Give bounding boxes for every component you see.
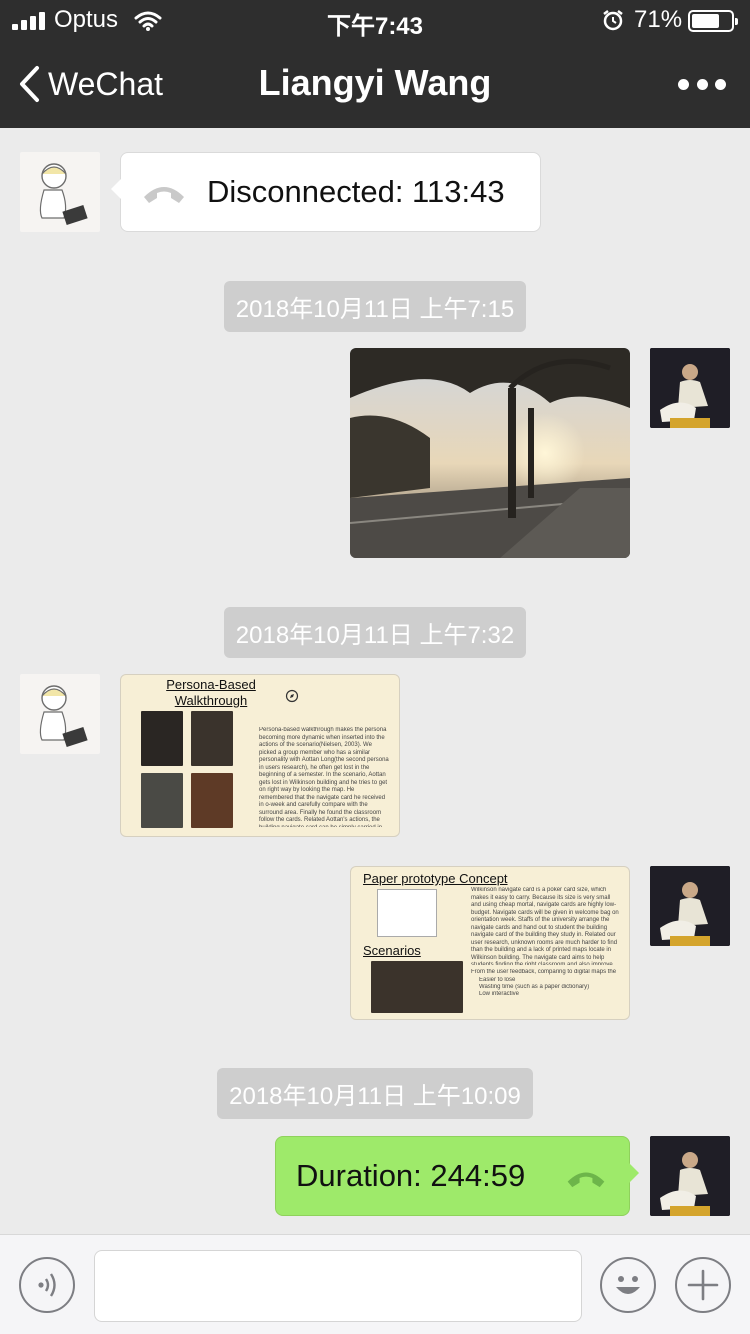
user-avatar[interactable] bbox=[650, 866, 730, 946]
input-bar bbox=[0, 1234, 750, 1334]
voice-button[interactable] bbox=[19, 1257, 75, 1313]
battery-icon bbox=[688, 10, 738, 32]
alarm-icon bbox=[603, 10, 623, 31]
wifi-icon bbox=[134, 11, 162, 31]
user-avatar[interactable] bbox=[650, 1136, 730, 1216]
compass-icon bbox=[285, 689, 299, 703]
contact-avatar[interactable] bbox=[20, 152, 100, 232]
more-dots-icon bbox=[678, 78, 689, 90]
status-bar: Optus 下午7:43 71% bbox=[0, 0, 750, 40]
slide-title: Persona-Based Walkthrough bbox=[166, 677, 256, 708]
navigation-bar: WeChat Liangyi Wang bbox=[0, 40, 750, 128]
timestamp: 2018年10月11日 上午7:15 bbox=[0, 281, 750, 332]
back-button[interactable]: WeChat bbox=[18, 62, 163, 106]
carrier-name: Optus bbox=[54, 6, 119, 33]
user-avatar[interactable] bbox=[650, 348, 730, 428]
sent-slide-image[interactable]: Paper prototype Concept Scenarios Wilkin… bbox=[350, 866, 630, 1020]
emoji-icon bbox=[616, 1276, 640, 1294]
message-input[interactable] bbox=[94, 1250, 582, 1322]
back-label: WeChat bbox=[48, 65, 164, 102]
slide-title: Paper prototype Concept bbox=[363, 871, 508, 886]
phone-handset-icon bbox=[144, 187, 184, 203]
slide-list-item: Easier to lose bbox=[479, 977, 516, 983]
phone-handset-icon bbox=[567, 1172, 605, 1188]
call-duration-bubble[interactable]: Duration: 244:59 bbox=[275, 1136, 639, 1216]
chat-title: Liangyi Wang bbox=[258, 62, 492, 103]
emoji-button[interactable] bbox=[600, 1257, 656, 1313]
cellular-signal-icon bbox=[12, 12, 48, 30]
slide-list-intro: From the user feedback, comparing to dig… bbox=[471, 969, 617, 977]
slide-body: Persona-based walkthrough makes the pers… bbox=[259, 727, 389, 827]
received-slide-image[interactable]: Persona-Based Walkthrough Persona-based … bbox=[120, 674, 400, 837]
battery-percent: 71% bbox=[634, 6, 683, 33]
call-status-text: Disconnected: 113:43 bbox=[207, 174, 505, 209]
timestamp: 2018年10月11日 上午7:32 bbox=[0, 607, 750, 658]
sent-photo[interactable] bbox=[350, 348, 630, 558]
more-functions-button[interactable] bbox=[675, 1257, 731, 1313]
more-options-button[interactable] bbox=[678, 70, 726, 98]
call-disconnected-bubble[interactable]: Disconnected: 113:43 bbox=[111, 152, 541, 232]
chevron-left-icon bbox=[20, 66, 39, 102]
call-duration-text: Duration: 244:59 bbox=[296, 1158, 526, 1193]
status-time: 下午7:43 bbox=[326, 13, 424, 40]
timestamp: 2018年10月11日 上午10:09 bbox=[0, 1068, 750, 1119]
plus-icon bbox=[687, 1269, 719, 1301]
contact-avatar[interactable] bbox=[20, 674, 100, 754]
slide-list-item: Wasting time (such as a paper dictionary… bbox=[479, 984, 590, 990]
slide-subtitle: Scenarios bbox=[363, 943, 421, 958]
voice-icon bbox=[38, 1273, 56, 1297]
slide-body: Wilkinson navigate card is a poker card … bbox=[471, 887, 619, 965]
slide-list-item: Low interactive bbox=[479, 991, 520, 997]
